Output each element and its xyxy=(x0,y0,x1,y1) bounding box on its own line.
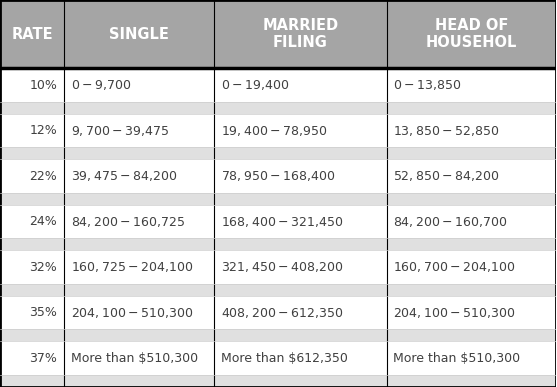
Bar xyxy=(64,238,214,250)
Bar xyxy=(64,147,214,159)
Bar xyxy=(0,102,64,114)
Bar xyxy=(387,0,556,68)
Bar xyxy=(0,296,64,329)
Bar xyxy=(0,375,64,387)
Bar xyxy=(214,159,387,193)
Bar xyxy=(214,341,387,375)
Bar xyxy=(214,284,387,296)
Text: $0 - $13,850: $0 - $13,850 xyxy=(393,78,462,92)
Bar xyxy=(64,0,214,68)
Text: $9,700 - $39,475: $9,700 - $39,475 xyxy=(71,123,169,137)
Text: $78,950 - $168,400: $78,950 - $168,400 xyxy=(221,169,335,183)
Text: 10%: 10% xyxy=(30,79,57,92)
Bar xyxy=(387,159,556,193)
Text: $52,850 - $84,200: $52,850 - $84,200 xyxy=(393,169,500,183)
Bar xyxy=(214,147,387,159)
Bar xyxy=(387,102,556,114)
Text: 32%: 32% xyxy=(30,260,57,274)
Text: $0 - $9,700: $0 - $9,700 xyxy=(71,78,131,92)
Bar xyxy=(0,159,64,193)
Bar xyxy=(214,238,387,250)
Bar xyxy=(387,114,556,147)
Text: $19,400 - $78,950: $19,400 - $78,950 xyxy=(221,123,328,137)
Bar xyxy=(387,284,556,296)
Bar xyxy=(64,341,214,375)
Text: RATE: RATE xyxy=(11,27,53,42)
Bar xyxy=(387,329,556,341)
Text: $168,400 - $321,450: $168,400 - $321,450 xyxy=(221,214,343,229)
Bar xyxy=(64,114,214,147)
Bar xyxy=(0,250,64,284)
Bar xyxy=(214,250,387,284)
Text: SINGLE: SINGLE xyxy=(109,27,169,42)
Bar xyxy=(214,0,387,68)
Bar xyxy=(214,296,387,329)
Bar xyxy=(0,205,64,238)
Bar xyxy=(387,250,556,284)
Text: $408,200 - $612,350: $408,200 - $612,350 xyxy=(221,306,343,320)
Text: $204,100 - $510,300: $204,100 - $510,300 xyxy=(71,306,193,320)
Bar xyxy=(64,296,214,329)
Text: $84,200 - $160,700: $84,200 - $160,700 xyxy=(393,214,508,229)
Bar xyxy=(0,284,64,296)
Bar xyxy=(214,102,387,114)
Text: 24%: 24% xyxy=(30,215,57,228)
Text: More than $612,350: More than $612,350 xyxy=(221,351,348,365)
Text: 37%: 37% xyxy=(30,351,57,365)
Bar xyxy=(0,329,64,341)
Bar xyxy=(387,341,556,375)
Bar xyxy=(64,102,214,114)
Bar xyxy=(64,205,214,238)
Bar xyxy=(387,238,556,250)
Bar xyxy=(214,193,387,205)
Bar xyxy=(64,329,214,341)
Text: More than $510,300: More than $510,300 xyxy=(71,351,198,365)
Text: $204,100 - $510,300: $204,100 - $510,300 xyxy=(393,306,516,320)
Text: $321,450 - $408,200: $321,450 - $408,200 xyxy=(221,260,343,274)
Bar xyxy=(387,205,556,238)
Bar xyxy=(214,329,387,341)
Bar xyxy=(214,114,387,147)
Bar xyxy=(387,296,556,329)
Bar xyxy=(64,284,214,296)
Bar xyxy=(387,68,556,102)
Text: 35%: 35% xyxy=(30,306,57,319)
Bar xyxy=(0,68,64,102)
Text: 22%: 22% xyxy=(30,170,57,183)
Bar xyxy=(387,375,556,387)
Text: HEAD OF
HOUSEHOL: HEAD OF HOUSEHOL xyxy=(426,18,517,50)
Bar xyxy=(64,250,214,284)
Bar xyxy=(214,375,387,387)
Text: $84,200 - $160,725: $84,200 - $160,725 xyxy=(71,214,185,229)
Bar xyxy=(0,193,64,205)
Bar xyxy=(214,68,387,102)
Bar xyxy=(0,238,64,250)
Text: More than $510,300: More than $510,300 xyxy=(393,351,520,365)
Bar xyxy=(64,68,214,102)
Bar xyxy=(64,193,214,205)
Text: $13,850 - $52,850: $13,850 - $52,850 xyxy=(393,123,500,137)
Bar xyxy=(0,341,64,375)
Text: $160,725 - $204,100: $160,725 - $204,100 xyxy=(71,260,193,274)
Bar xyxy=(64,159,214,193)
Text: $0 - $19,400: $0 - $19,400 xyxy=(221,78,289,92)
Text: $160,700 - $204,100: $160,700 - $204,100 xyxy=(393,260,516,274)
Text: $39,475 - $84,200: $39,475 - $84,200 xyxy=(71,169,177,183)
Bar xyxy=(64,375,214,387)
Text: 12%: 12% xyxy=(30,124,57,137)
Bar xyxy=(0,114,64,147)
Bar xyxy=(387,147,556,159)
Text: MARRIED
FILING: MARRIED FILING xyxy=(262,18,339,50)
Bar xyxy=(387,193,556,205)
Bar xyxy=(0,0,64,68)
Bar xyxy=(0,147,64,159)
Bar xyxy=(214,205,387,238)
